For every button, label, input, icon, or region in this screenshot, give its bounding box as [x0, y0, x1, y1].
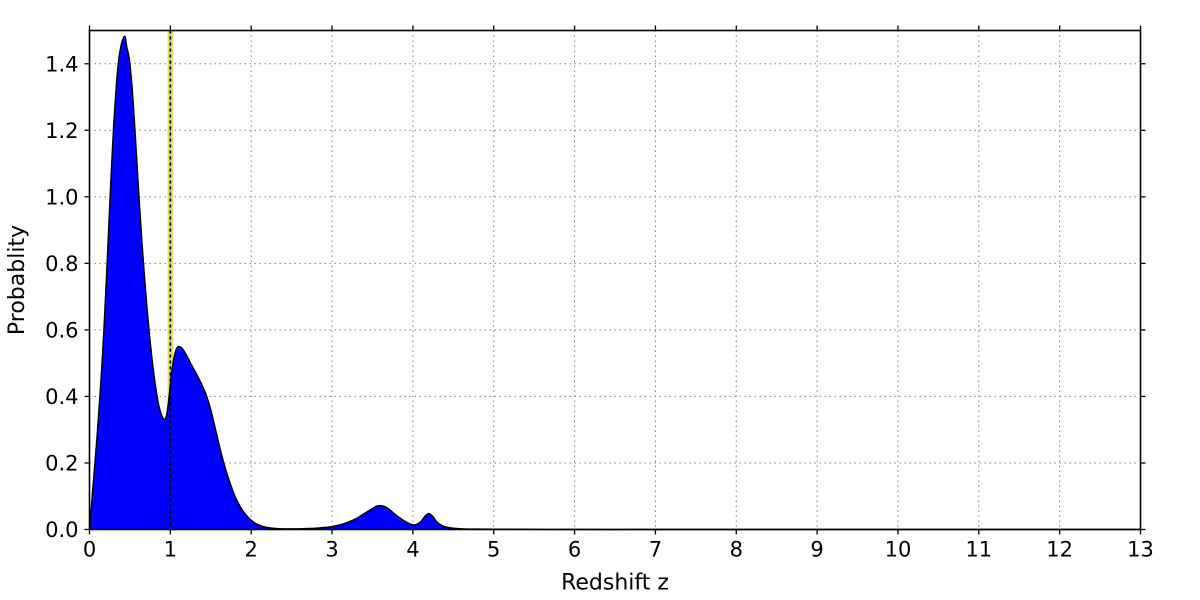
y-tick-label: 0.4 — [45, 385, 78, 409]
axes-spines — [88, 29, 1142, 531]
x-axis-tick-labels: 0 1 2 3 4 5 6 7 8 9 10 11 12 13 — [83, 538, 1154, 562]
y-tick-label: 0.8 — [45, 252, 78, 276]
y-axis-title: Probablity — [5, 225, 30, 335]
x-tick-label: 11 — [965, 538, 992, 562]
x-tick-label: 6 — [568, 538, 581, 562]
x-tick-label: 4 — [406, 538, 419, 562]
y-tick-label: 0.6 — [45, 318, 78, 342]
marker-band-rect — [167, 30, 174, 530]
x-tick-label: 1 — [164, 538, 177, 562]
x-tick-label: 5 — [487, 538, 500, 562]
pdf-outline — [88, 35, 1141, 531]
x-tick-label: 10 — [885, 538, 912, 562]
x-tick-label: 9 — [810, 538, 823, 562]
y-tick-label: 1.4 — [45, 52, 78, 76]
y-tick-label: 1.2 — [45, 119, 78, 143]
x-tick-label: 0 — [83, 538, 96, 562]
x-tick-label: 7 — [649, 538, 662, 562]
x-tick-label: 3 — [325, 538, 338, 562]
gridlines — [89, 30, 1141, 530]
plot-area-background — [89, 30, 1141, 530]
y-tick-label: 0.2 — [45, 451, 78, 475]
y-axis-tick-labels: 0.0 0.2 0.4 0.6 0.8 1.0 1.2 1.4 — [45, 52, 78, 542]
y-tick-label: 1.0 — [45, 185, 78, 209]
x-tick-label: 2 — [245, 538, 258, 562]
y-tick-label: 0.0 — [45, 518, 78, 542]
pdf-fill — [89, 36, 1141, 530]
pdf-area-series — [88, 35, 1141, 531]
x-tick-label: 13 — [1127, 538, 1154, 562]
redshift-marker-band — [167, 30, 174, 530]
x-tick-label: 12 — [1046, 538, 1073, 562]
x-tick-label: 8 — [730, 538, 743, 562]
plot-border — [88, 29, 1142, 531]
axis-ticks — [84, 25, 1146, 535]
x-axis-title: Redshift z — [561, 571, 669, 596]
